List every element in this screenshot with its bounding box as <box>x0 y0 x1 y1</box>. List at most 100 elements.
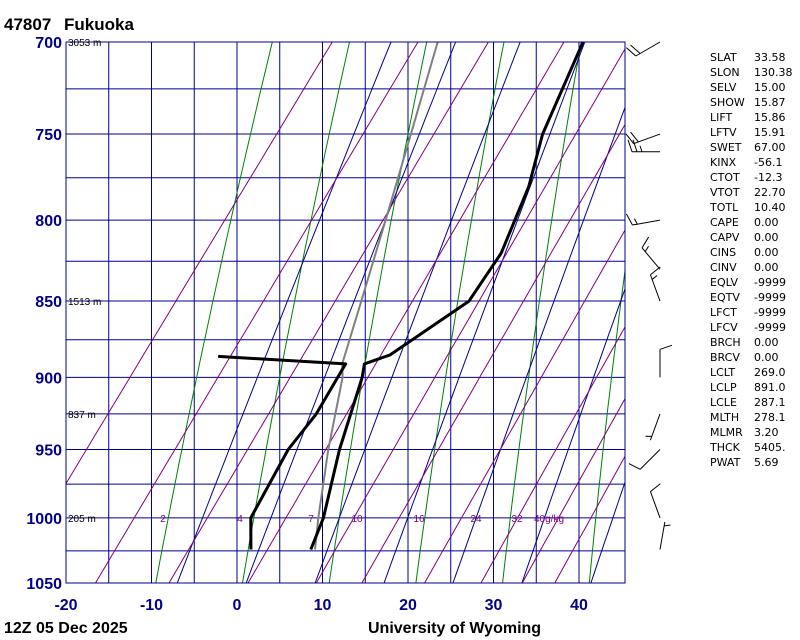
index-row: SELV 15.00 <box>710 80 798 95</box>
index-row: PWAT 5.69 <box>710 455 798 470</box>
temperature-tick-label: 30 <box>485 597 503 614</box>
wind-barb <box>659 344 673 378</box>
mixing-ratio-label: 10 <box>351 514 363 525</box>
temperature-tick-label: -20 <box>54 597 77 614</box>
mixing-ratio-label: 4 <box>237 514 243 525</box>
pressure-tick-label: 1050 <box>26 576 62 593</box>
index-name: LCLE <box>710 396 737 409</box>
wind-barb-staff <box>649 274 661 302</box>
index-name: CAPV <box>710 231 740 244</box>
mixing-ratio-line <box>480 325 625 583</box>
index-name: LCLT <box>710 366 736 379</box>
index-row: CTOT -12.3 <box>710 170 798 185</box>
mixing-ratio-label: 24 <box>470 514 482 525</box>
index-name: LFCT <box>710 306 737 319</box>
wind-barb-half-flag <box>651 275 658 280</box>
temperature-tick-label: 40 <box>570 597 588 614</box>
wind-barb-half-flag <box>664 524 671 527</box>
index-value: -56.1 <box>754 156 783 169</box>
index-value: 130.38 <box>754 66 793 79</box>
mixing-ratio-line <box>95 42 419 583</box>
index-value: 891.0 <box>754 381 786 394</box>
index-value: 15.87 <box>754 96 786 109</box>
index-row: KINX -56.1 <box>710 155 798 170</box>
wind-barb-half-flag <box>639 145 643 152</box>
wind-barb-flag <box>625 47 637 57</box>
height-label: 1513 m <box>68 297 101 308</box>
wind-barb-flag <box>627 139 633 152</box>
index-row: VTOT 22.70 <box>710 185 798 200</box>
index-value: 287.1 <box>754 396 786 409</box>
height-label: 837 m <box>68 410 96 421</box>
wind-barb-staff <box>635 41 661 57</box>
pressure-tick-label: 900 <box>35 370 62 387</box>
wind-barb-half-flag <box>633 218 638 225</box>
index-name: EQTV <box>710 291 740 304</box>
mixing-ratio-label: 16 <box>413 514 425 525</box>
wind-barb-staff <box>649 413 661 441</box>
wind-barb-flag <box>625 133 635 144</box>
wind-barb <box>649 266 661 302</box>
wind-barb-flag <box>632 139 638 152</box>
index-row: LFCT -9999 <box>710 305 798 320</box>
isotherm-grid <box>108 42 580 583</box>
index-value: 67.00 <box>754 141 786 154</box>
index-row: LCLT 269.0 <box>710 365 798 380</box>
moist-adiabat-line <box>383 42 586 583</box>
wind-barb-flag <box>659 344 673 350</box>
index-value: 5.69 <box>754 456 779 469</box>
index-name: CAPE <box>710 216 739 229</box>
index-name: SLON <box>710 66 740 79</box>
dewpoint-profile-line <box>218 354 348 550</box>
index-row: LCLP 891.0 <box>710 380 798 395</box>
index-row: TOTL 10.40 <box>710 200 798 215</box>
index-name: SELV <box>710 81 737 94</box>
index-name: CINV <box>710 261 737 274</box>
index-row: CAPE 0.00 <box>710 215 798 230</box>
index-value: 0.00 <box>754 336 779 349</box>
mixing-ratio-line <box>315 48 625 583</box>
mixing-ratio-label: 32 <box>511 514 523 525</box>
index-name: KINX <box>710 156 737 169</box>
mixing-ratio-line <box>247 42 565 583</box>
mixing-ratio-labels: 2 4 7 10 16 24 32 40g/kg <box>160 514 564 525</box>
index-row: BRCH 0.00 <box>710 335 798 350</box>
mixing-ratio-label: 40g/kg <box>534 514 564 525</box>
index-value: -9999 <box>754 291 786 304</box>
wind-barb-flag <box>630 44 641 54</box>
plot-frame <box>65 41 626 584</box>
pressure-tick-label: 800 <box>35 213 62 230</box>
index-value: 5405. <box>754 441 786 454</box>
station-name: Fukuoka <box>64 15 134 34</box>
wind-barb-half-flag <box>644 246 649 252</box>
wind-barb-staff <box>649 491 661 519</box>
isobar-grid <box>66 88 625 552</box>
pressure-tick-label: 700 <box>35 35 62 52</box>
pressure-tick-label: 1000 <box>26 511 62 528</box>
wind-barb-flag <box>630 131 639 143</box>
index-value: 0.00 <box>754 261 779 274</box>
wind-barb-flag <box>650 483 661 492</box>
index-row: THCK 5405. <box>710 440 798 455</box>
wind-barb <box>625 131 661 145</box>
moist-adiabat-line <box>314 42 521 583</box>
index-row: BRCV 0.00 <box>710 350 798 365</box>
index-value: 3.20 <box>754 426 779 439</box>
index-name: SLAT <box>710 51 737 64</box>
index-value: 15.00 <box>754 81 786 94</box>
wind-barb-flag <box>625 213 633 226</box>
index-name: MLMR <box>710 426 743 439</box>
height-label: 3053 m <box>68 38 101 49</box>
index-name: SHOW <box>710 96 745 109</box>
data-source: University of Wyoming <box>368 620 541 637</box>
index-name: PWAT <box>710 456 741 469</box>
height-label: 205 m <box>68 514 96 525</box>
index-value: -9999 <box>754 306 786 319</box>
stability-indices-panel: SLAT 33.58 SLON 130.38 SELV 15.00 SHOW 15.87 LIF… <box>710 50 798 470</box>
wind-barb-staff <box>659 521 666 550</box>
index-row: MLTH 278.1 <box>710 410 798 425</box>
index-value: 10.40 <box>754 201 786 214</box>
index-row: EQLV -9999 <box>710 275 798 290</box>
index-row: CINV 0.00 <box>710 260 798 275</box>
